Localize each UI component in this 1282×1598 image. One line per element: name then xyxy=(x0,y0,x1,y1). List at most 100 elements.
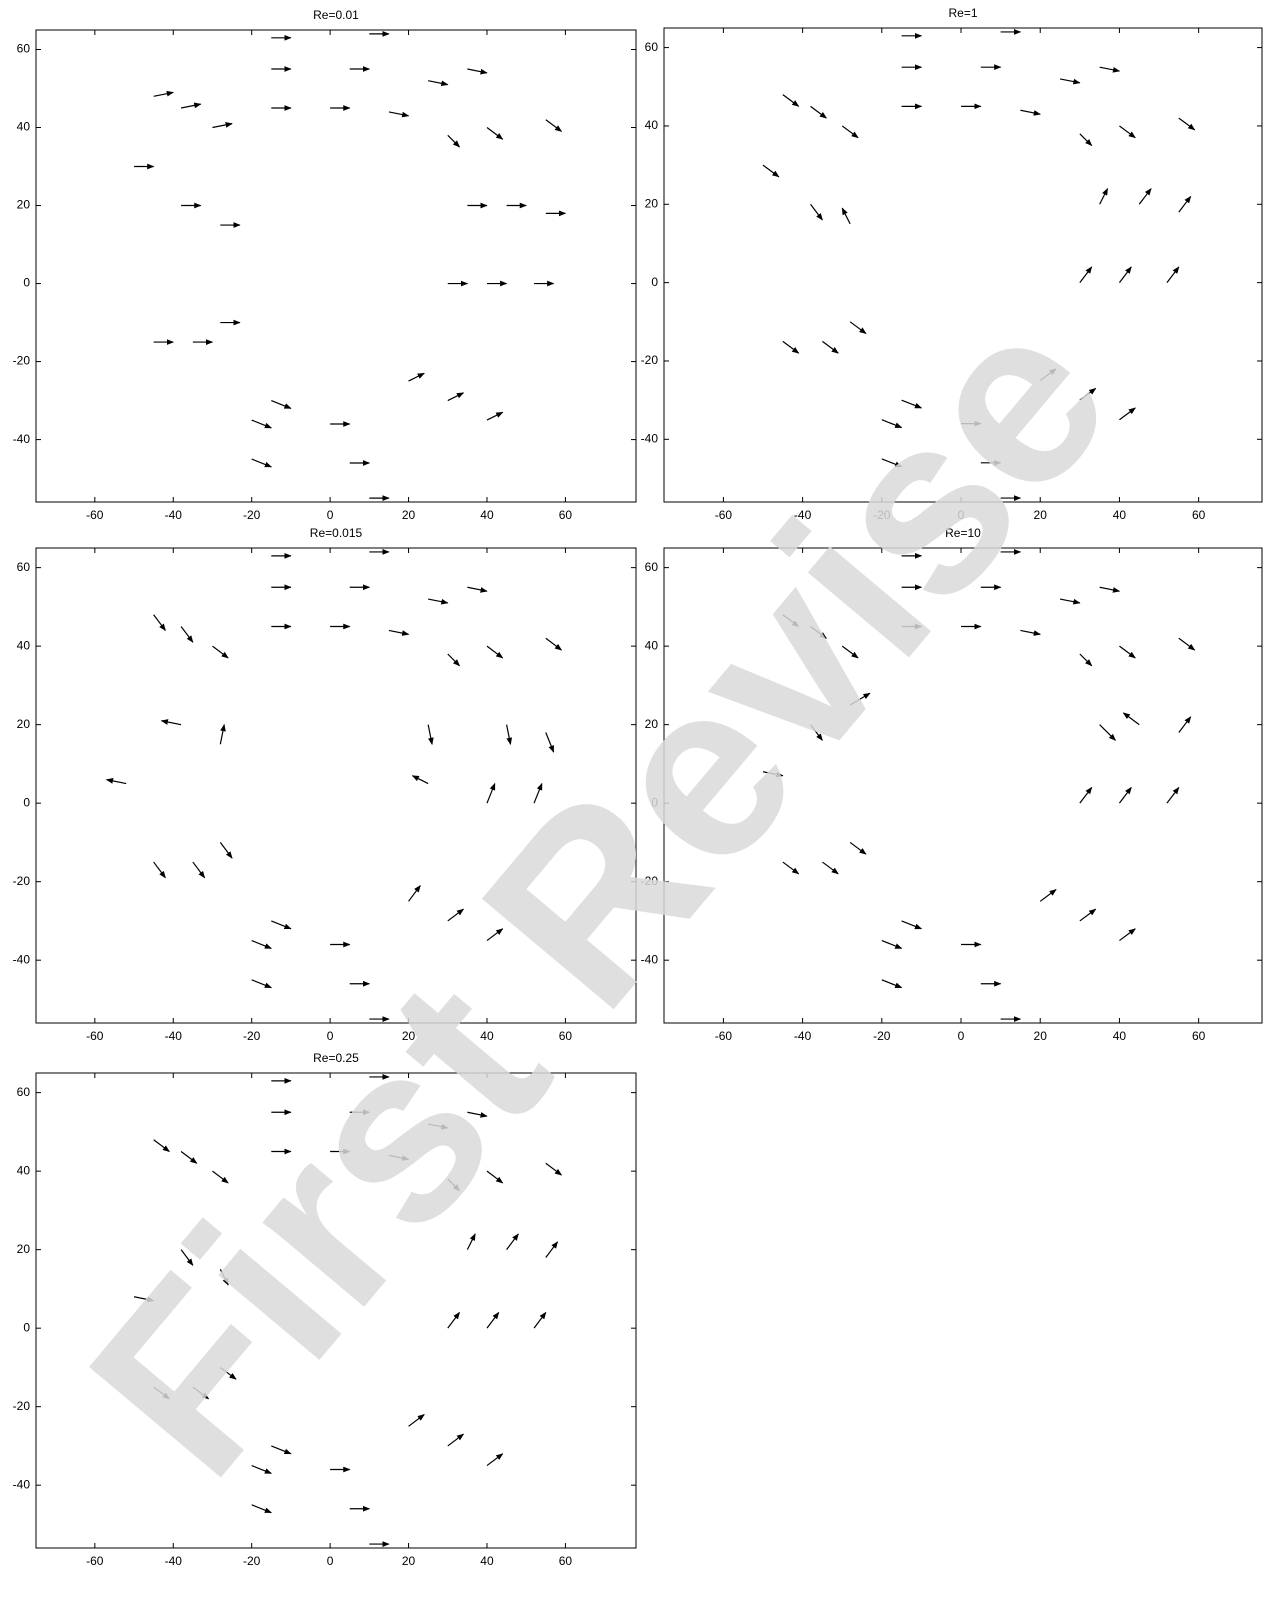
arrow xyxy=(850,842,866,854)
arrow xyxy=(389,112,409,116)
arrow xyxy=(154,862,166,878)
arrow xyxy=(842,208,850,224)
x-tick-label: 0 xyxy=(958,1029,965,1043)
arrow xyxy=(220,725,224,745)
panel-title: Re=1 xyxy=(948,6,977,20)
y-tick-label: 40 xyxy=(645,118,659,132)
arrow xyxy=(1119,267,1131,283)
arrow xyxy=(1080,267,1092,283)
arrow xyxy=(1080,654,1092,666)
y-tick-label: 0 xyxy=(23,276,30,290)
x-tick-label: -40 xyxy=(165,1554,183,1568)
y-tick-label: 60 xyxy=(645,40,659,54)
arrow xyxy=(448,393,464,401)
arrow xyxy=(534,1312,546,1328)
arrow xyxy=(252,941,272,949)
arrow xyxy=(1080,134,1092,146)
arrow xyxy=(546,1242,558,1258)
x-tick-label: -60 xyxy=(715,1029,733,1043)
x-tick-label: -60 xyxy=(86,1029,104,1043)
x-tick-label: 60 xyxy=(559,1554,573,1568)
arrow xyxy=(428,725,432,745)
arrow xyxy=(1020,630,1040,634)
arrow xyxy=(1100,67,1120,71)
y-tick-label: 20 xyxy=(645,196,659,210)
arrow xyxy=(487,1454,503,1466)
x-tick-label: 40 xyxy=(480,508,494,522)
y-tick-label: 60 xyxy=(17,560,31,574)
x-tick-label: 0 xyxy=(327,508,334,522)
y-tick-label: 40 xyxy=(17,638,31,652)
y-tick-label: -40 xyxy=(13,952,31,966)
watermark: First Revise xyxy=(37,259,1162,1524)
panel-title: Re=0.01 xyxy=(313,8,359,22)
x-tick-label: -60 xyxy=(86,508,104,522)
arrow xyxy=(1139,189,1151,205)
arrow xyxy=(1020,110,1040,114)
y-tick-label: -20 xyxy=(13,1399,31,1413)
arrow xyxy=(487,646,503,658)
y-tick-label: -40 xyxy=(13,432,31,446)
arrow xyxy=(811,204,823,220)
y-tick-label: 0 xyxy=(23,1320,30,1334)
x-tick-label: 40 xyxy=(480,1554,494,1568)
arrow xyxy=(822,341,838,353)
arrow xyxy=(412,776,428,784)
arrow xyxy=(181,104,201,108)
y-tick-label: 20 xyxy=(17,1242,31,1256)
arrow xyxy=(882,980,902,988)
arrow xyxy=(252,459,272,467)
arrow xyxy=(409,373,425,381)
arrow xyxy=(850,322,866,334)
arrow xyxy=(252,980,272,988)
x-tick-label: 40 xyxy=(1113,508,1127,522)
arrow xyxy=(1119,929,1135,941)
arrow xyxy=(1119,787,1131,803)
arrow xyxy=(546,120,562,132)
arrow xyxy=(252,420,272,428)
arrow xyxy=(1100,189,1108,205)
arrow xyxy=(1167,267,1179,283)
arrow xyxy=(507,725,511,745)
x-tick-label: 20 xyxy=(402,1554,416,1568)
arrow xyxy=(882,941,902,949)
x-tick-label: 20 xyxy=(402,508,416,522)
arrow xyxy=(212,124,232,128)
arrow xyxy=(1040,890,1056,902)
y-tick-label: -20 xyxy=(13,874,31,888)
y-tick-label: -40 xyxy=(641,431,659,445)
arrow xyxy=(783,341,799,353)
arrow xyxy=(842,126,858,138)
y-tick-label: 0 xyxy=(651,275,658,289)
x-tick-label: 40 xyxy=(1113,1029,1127,1043)
arrow xyxy=(389,630,409,634)
arrow xyxy=(1123,713,1139,725)
arrow xyxy=(1080,787,1092,803)
x-tick-label: -40 xyxy=(165,508,183,522)
arrow xyxy=(487,1312,499,1328)
arrow xyxy=(546,638,562,650)
y-tick-label: 60 xyxy=(645,560,659,574)
arrow xyxy=(1080,909,1096,921)
x-tick-label: -20 xyxy=(243,1029,261,1043)
x-tick-label: 0 xyxy=(327,1554,334,1568)
arrow xyxy=(1179,638,1195,650)
arrow xyxy=(467,69,487,73)
arrow xyxy=(181,627,193,643)
arrow xyxy=(107,780,127,784)
arrow xyxy=(428,599,448,603)
arrow xyxy=(467,587,487,591)
arrow xyxy=(1100,725,1116,741)
arrow xyxy=(220,842,232,858)
arrow xyxy=(1179,196,1191,212)
arrow xyxy=(1119,126,1135,138)
arrow xyxy=(1179,717,1191,733)
y-tick-label: 60 xyxy=(17,1085,31,1099)
y-tick-label: 20 xyxy=(17,198,31,212)
x-tick-label: -20 xyxy=(243,1554,261,1568)
arrow xyxy=(811,106,827,118)
x-tick-label: -60 xyxy=(86,1554,104,1568)
y-tick-label: 40 xyxy=(17,1163,31,1177)
arrow xyxy=(409,1415,425,1427)
y-tick-label: 40 xyxy=(17,120,31,134)
